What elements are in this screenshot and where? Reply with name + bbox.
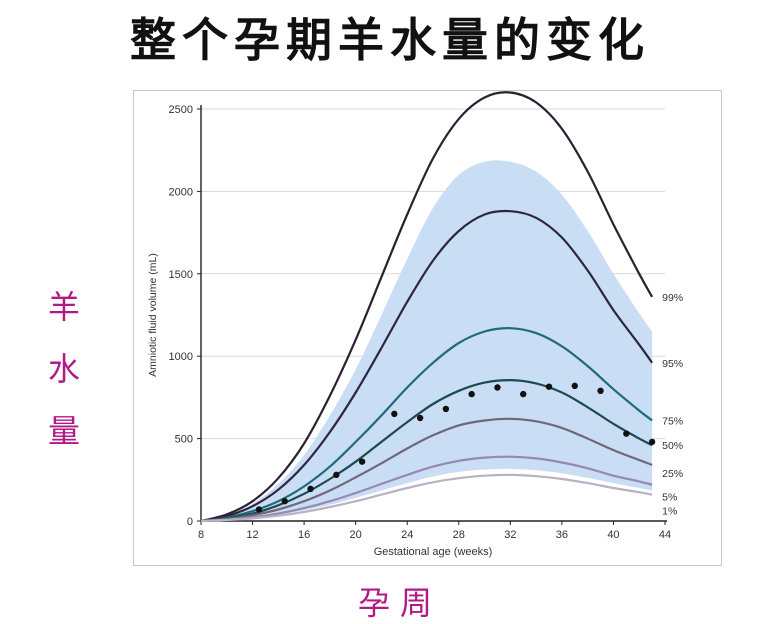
amniotic-fluid-chart: 0 500 1000 1500 2000 2500 8 12 16 20 24 28 32 36 40 44 G… [147,91,683,558]
percentile-label: 99% [662,292,683,304]
data-point [468,390,475,398]
x-tick-label: 32 [504,529,516,541]
x-tick-label: 28 [453,529,465,541]
percentile-label: 50% [662,440,683,452]
x-tick-label: 40 [607,529,619,541]
percentile-curve [200,209,654,523]
page-title: 整个孕期羊水量的变化 [130,13,650,67]
y-tick-label: 2500 [169,104,193,116]
x-tick-label: 8 [198,529,204,541]
data-point [623,430,630,437]
x-tick-label: 36 [556,529,568,541]
x-tick-label: 20 [350,529,362,541]
percentile-curve [200,473,653,523]
y-tick-label: 500 [175,434,193,446]
x-axis-title: Gestational age (weeks) [374,546,493,558]
percentile-curve [200,91,654,523]
x-tick-label: 16 [298,529,310,541]
data-point [416,414,424,422]
data-point [391,410,398,418]
x-tick-label: 44 [659,529,671,541]
data-point [520,390,527,398]
side-label-char: 量 [47,412,80,450]
data-point [358,458,366,465]
y-axis-title: Amniotic fluid volume (mL) [147,253,159,377]
data-point [307,485,314,493]
data-point [648,438,656,446]
data-point [442,405,450,413]
y-tick-label: 1000 [169,351,193,363]
percentile-curve [200,378,653,523]
y-axis-chinese-label: 羊 水 量 [46,276,82,462]
y-tick-label: 2000 [169,186,193,198]
percentile-band [201,160,653,521]
percentile-label: 1% [662,506,677,518]
x-tick-label: 24 [401,529,413,541]
data-point [571,382,578,390]
percentile-curve [200,455,653,523]
side-label-char: 羊 [47,288,80,326]
x-axis-chinese-label: 孕周 [357,584,442,622]
percentile-curve [200,417,653,523]
data-point [545,383,553,390]
side-label-char: 水 [47,350,80,388]
percentile-label: 75% [662,415,683,427]
chart-figure: 0 500 1000 1500 2000 2500 8 12 16 20 24 28 32 36 40 44 G… [133,90,722,566]
data-point [333,471,340,479]
data-point [494,384,501,391]
data-point [281,498,288,505]
percentile-label: 95% [662,358,683,370]
data-point [255,506,263,513]
percentile-label: 25% [662,468,683,480]
x-tick-label: 12 [246,529,258,541]
data-point [597,387,604,395]
percentile-label: 5% [662,492,677,504]
y-tick-label: 0 [187,516,193,528]
y-tick-label: 1500 [169,269,193,281]
percentile-curve [200,327,653,523]
